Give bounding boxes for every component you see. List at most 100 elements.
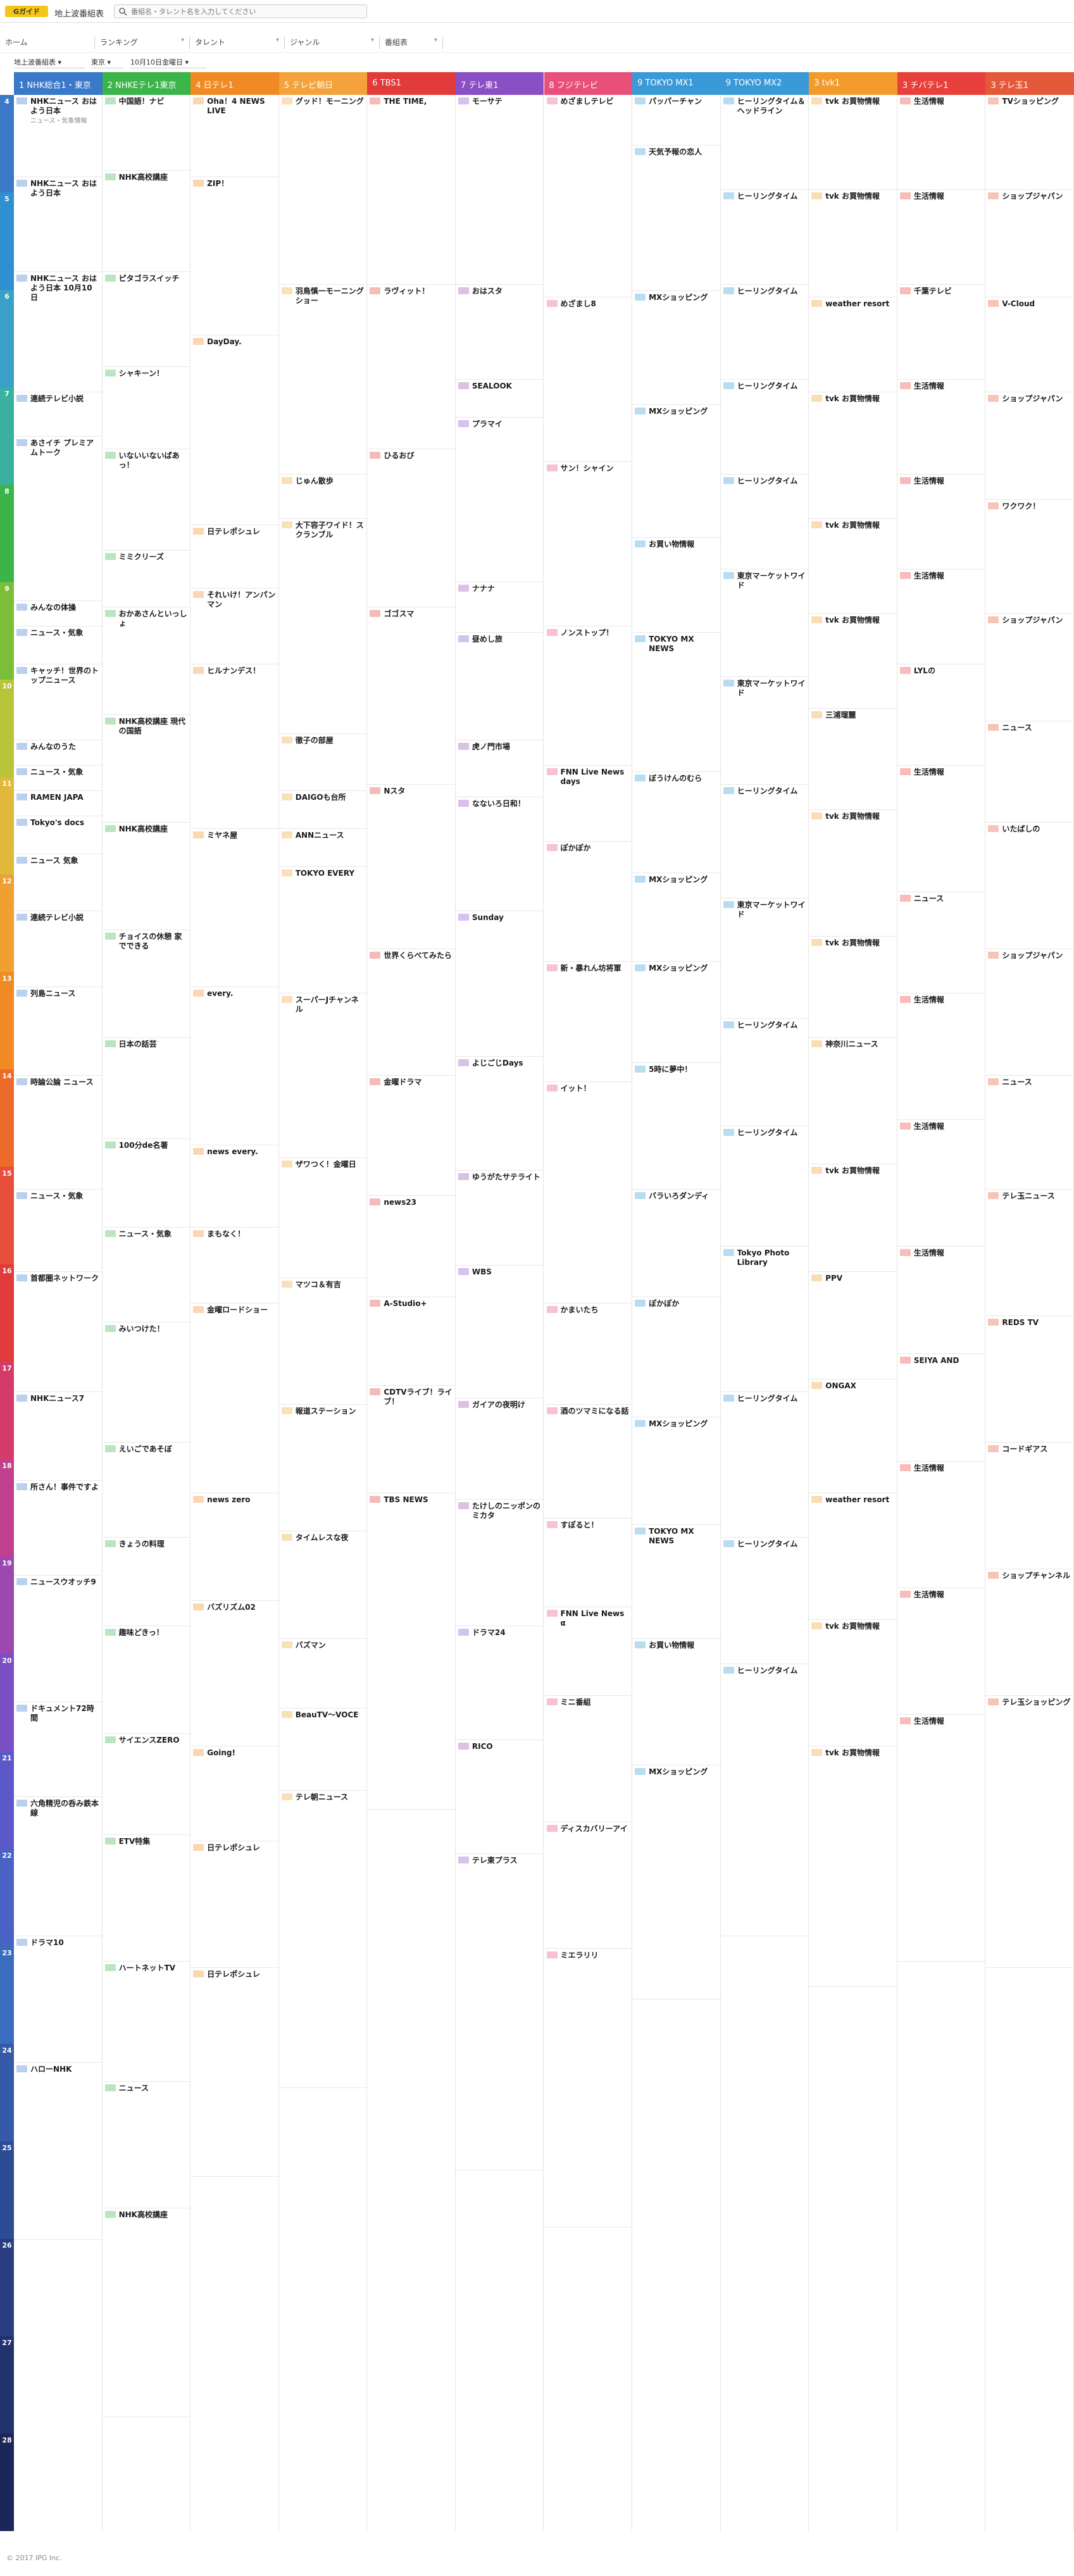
program-cell[interactable]: お買い物情報 <box>632 1639 720 1765</box>
program-cell[interactable]: FNN Live News α <box>544 1607 632 1696</box>
program-cell[interactable]: ゴゴスマ <box>367 607 455 785</box>
channel-10[interactable]: 3 チバテレ1 <box>897 72 986 95</box>
program-cell[interactable]: weather resort <box>809 297 897 392</box>
program-cell[interactable]: 生活情報 <box>897 380 985 475</box>
program-cell[interactable]: モーサテ <box>455 95 544 285</box>
program-cell[interactable]: ヒーリングタイム <box>720 380 809 475</box>
program-cell[interactable]: 生活情報 <box>897 1588 985 1715</box>
program-cell[interactable]: ヒーリングタイム <box>720 475 809 569</box>
program-cell[interactable]: たけしのニッポンのミカタ <box>455 1500 544 1626</box>
program-cell[interactable]: ガイアの夜明け <box>455 1398 544 1500</box>
program-cell[interactable]: MXショッピング <box>632 1417 720 1525</box>
program-cell[interactable]: あさイチ プレミアムトーク <box>14 437 102 601</box>
program-cell[interactable]: tvk お買物情報 <box>809 810 897 936</box>
program-cell[interactable]: 生活情報 <box>897 569 985 664</box>
channel-8[interactable]: 9 TOKYO MX2 <box>720 72 809 95</box>
program-cell[interactable]: 生活情報 <box>897 190 985 285</box>
program-cell[interactable]: BeauTV～VOCE <box>278 1708 367 1791</box>
program-cell[interactable]: 中国語！ナビ <box>102 95 190 171</box>
program-cell[interactable]: ディスカバリーアイ <box>544 1822 632 1949</box>
program-cell[interactable]: TVショッピング <box>985 95 1073 190</box>
program-cell[interactable]: かまいたち <box>544 1304 632 1405</box>
program-cell[interactable]: ショップジャパン <box>985 392 1073 500</box>
program-cell[interactable]: CDTVライブ！ライブ！ <box>367 1386 455 1493</box>
program-cell[interactable]: ノンストップ！ <box>544 626 632 766</box>
program-cell[interactable]: ラヴィット！ <box>367 285 455 449</box>
program-cell[interactable]: ニュース・気象 <box>102 1228 190 1322</box>
program-cell[interactable]: バラいろダンディ <box>632 1190 720 1297</box>
program-cell[interactable]: ぽかぽか <box>632 1297 720 1417</box>
program-cell[interactable]: MXショッピング <box>632 962 720 1063</box>
program-cell[interactable]: SEIYA AND <box>897 1354 985 1462</box>
program-cell[interactable]: 世界くらべてみたら <box>367 949 455 1076</box>
program-cell[interactable]: 天気予報の恋人 <box>632 146 720 291</box>
program-cell[interactable]: ナナナ <box>455 582 544 633</box>
program-cell[interactable]: ヒーリングタイム <box>720 285 809 380</box>
program-cell[interactable]: ヒーリングタイム <box>720 190 809 285</box>
program-cell[interactable]: ONGAX <box>809 1379 897 1493</box>
channel-4[interactable]: 6 TBS1 <box>367 72 456 95</box>
program-cell[interactable]: ぽかぽか <box>544 842 632 962</box>
program-cell[interactable]: コードギアス <box>985 1443 1073 1569</box>
program-cell[interactable]: めざましテレビ <box>544 95 632 297</box>
gguide-logo[interactable]: Gガイド <box>5 6 48 17</box>
program-cell[interactable]: 徹子の部屋 <box>278 734 367 791</box>
program-cell[interactable]: ミヤネ屋 <box>190 829 278 987</box>
program-cell[interactable]: バズマン <box>278 1639 367 1708</box>
program-cell[interactable]: NHK高校講座 <box>102 823 190 930</box>
program-cell[interactable]: SEALOOK <box>455 380 544 418</box>
program-cell[interactable]: 生活情報 <box>897 475 985 569</box>
program-cell[interactable]: DAIGOも台所 <box>278 791 367 829</box>
program-cell[interactable]: 生活情報 <box>897 95 985 190</box>
nav-schedule[interactable]: 番組表 ▾ <box>380 37 443 49</box>
program-cell[interactable]: それいけ！アンパンマン <box>190 588 278 664</box>
program-cell[interactable]: TBS NEWS <box>367 1493 455 1810</box>
program-cell[interactable]: 新・暴れん坊将軍 <box>544 962 632 1082</box>
program-cell[interactable]: テレ朝ニュース <box>278 1791 367 2088</box>
program-cell[interactable]: 昼めし旅 <box>455 633 544 740</box>
program-cell[interactable]: RAMEN JAPA <box>14 791 102 816</box>
program-cell[interactable]: ニュース <box>985 721 1073 823</box>
program-cell[interactable]: よじごじDays <box>455 1057 544 1171</box>
program-cell[interactable]: Tokyo's docs <box>14 816 102 854</box>
program-cell[interactable]: THE TIME, <box>367 95 455 285</box>
program-cell[interactable]: 六角精児の呑み鉄本線 <box>14 1797 102 1936</box>
program-cell[interactable]: ヒーリングタイム <box>720 1392 809 1538</box>
program-cell[interactable]: まもなく！ <box>190 1228 278 1304</box>
program-cell[interactable]: 生活情報 <box>897 1462 985 1588</box>
search-input[interactable] <box>131 6 359 16</box>
nav-genre[interactable]: ジャンル ▾ <box>285 37 380 49</box>
program-cell[interactable]: Tokyo Photo Library <box>720 1247 809 1392</box>
program-cell[interactable]: 日テレポシュレ <box>190 525 278 588</box>
program-cell[interactable]: おはスタ <box>455 285 544 380</box>
nav-talent[interactable]: タレント ▾ <box>190 37 285 49</box>
search-box[interactable] <box>114 4 367 18</box>
channel-2[interactable]: 4 日テレ1 <box>190 72 279 95</box>
program-cell[interactable]: スーパーJチャンネル <box>278 993 367 1158</box>
program-cell[interactable]: MXショッピング <box>632 1765 720 2000</box>
program-cell[interactable]: ショップチャンネル <box>985 1569 1073 1696</box>
channel-7[interactable]: 9 TOKYO MX1 <box>632 72 721 95</box>
program-cell[interactable]: バズリズム02 <box>190 1601 278 1746</box>
channel-11[interactable]: 3 テレ玉1 <box>985 72 1074 95</box>
channel-5[interactable]: 7 テレ東1 <box>455 72 544 95</box>
program-cell[interactable]: news every. <box>190 1145 278 1228</box>
program-cell[interactable]: 東京マーケットワイド <box>720 899 809 1019</box>
program-cell[interactable]: weather resort <box>809 1493 897 1620</box>
area-type-select[interactable]: 地上波番組表 ▾ <box>14 57 85 68</box>
program-cell[interactable]: 連続テレビ小説 <box>14 911 102 987</box>
program-cell[interactable]: キャッチ！世界のトップニュース <box>14 664 102 740</box>
program-cell[interactable]: シャキーン！ <box>102 367 190 449</box>
program-cell[interactable]: MXショッピング <box>632 873 720 962</box>
program-cell[interactable]: ドラマ10 <box>14 1936 102 2063</box>
channel-0[interactable]: 1 NHK総合1・東京 <box>14 72 103 95</box>
program-cell[interactable]: テレ東プラス <box>455 1854 544 2170</box>
program-cell[interactable]: ドキュメント72時間 <box>14 1702 102 1797</box>
program-cell[interactable]: ニュース・気象 <box>14 626 102 664</box>
program-cell[interactable]: 時論公論 ニュース <box>14 1076 102 1190</box>
program-cell[interactable]: ショップジャパン <box>985 190 1073 297</box>
program-cell[interactable]: パッパーチャン <box>632 95 720 146</box>
program-cell[interactable]: NHK高校講座 <box>102 171 190 272</box>
program-cell[interactable]: 首都圏ネットワーク <box>14 1272 102 1392</box>
program-cell[interactable]: ZIP！ <box>190 177 278 335</box>
